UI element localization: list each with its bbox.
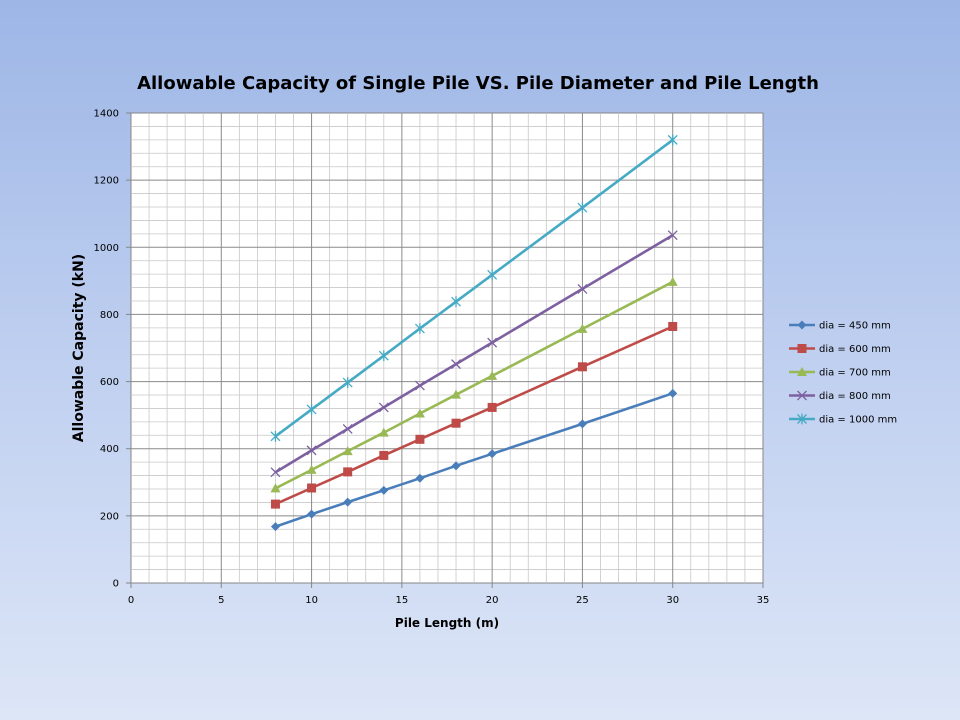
data-point-marker [379,450,389,460]
data-point-marker [414,380,425,391]
data-point-marker [414,408,425,418]
data-point-marker [797,320,807,330]
data-point-marker [451,461,461,471]
data-point-marker [451,418,461,428]
y-tick-label: 600 [100,377,119,388]
legend-item: dia = 800 mm [789,390,891,402]
data-point-marker [378,402,389,413]
legend-label: dia = 1000 mm [819,415,897,426]
y-tick-label: 0 [113,579,119,590]
x-tick-label: 35 [757,595,770,606]
data-point-marker [487,370,498,380]
y-tick-label: 800 [100,310,119,321]
data-point-marker [414,323,425,334]
legend-item: dia = 700 mm [789,367,891,379]
data-point-marker [342,446,353,456]
data-point-marker [306,445,317,456]
x-axis-title: Pile Length (m) [395,616,499,630]
data-point-marker [797,390,807,401]
x-tick-label: 5 [218,595,224,606]
major-grid [131,113,763,583]
x-tick-label: 15 [395,595,408,606]
x-tick-label: 10 [305,595,318,606]
series-2 [270,322,678,509]
data-point-marker [343,497,353,507]
legend-item: dia = 1000 mm [789,413,897,426]
x-tick-label: 25 [576,595,589,606]
y-axis-ticks: 0 200 400 600 800 1000 1200 1400 [94,109,131,590]
data-point-marker [577,202,588,214]
data-point-marker [306,404,317,415]
data-point-marker [379,485,389,495]
data-point-marker [797,413,807,425]
legend-item: dia = 600 mm [789,344,891,355]
series-4 [270,230,678,478]
data-point-marker [667,230,678,241]
y-tick-label: 200 [100,511,119,522]
data-point-marker [797,344,807,353]
data-point-marker [487,269,498,281]
data-point-marker [342,377,353,388]
data-point-marker [451,296,461,308]
data-point-marker [668,388,678,398]
data-point-marker [577,323,588,333]
data-point-marker [797,367,807,376]
data-point-marker [270,430,281,442]
data-point-marker [378,350,389,362]
data-point-marker [451,359,461,370]
x-axis-ticks: 0 5 10 15 20 25 30 35 [128,583,770,606]
data-point-marker [487,337,498,348]
data-point-marker [487,402,497,412]
chart-title: Allowable Capacity of Single Pile VS. Pi… [137,73,819,94]
data-point-marker [415,473,425,483]
y-tick-label: 1200 [94,176,119,187]
data-point-marker [378,427,389,437]
minor-grid [131,113,763,583]
data-point-marker [667,134,678,146]
legend-label: dia = 600 mm [819,344,891,355]
data-point-marker [667,276,678,286]
legend-label: dia = 800 mm [819,391,891,402]
data-point-marker [342,423,353,434]
data-point-marker [577,419,587,429]
plot-area [130,112,764,584]
data-point-marker [451,389,462,399]
legend: dia = 450 mm dia = 600 mm dia = 700 mm dia … [789,320,897,426]
data-point-marker [668,322,678,332]
data-point-marker [415,434,425,444]
x-tick-label: 20 [486,595,499,606]
data-point-marker [577,362,587,372]
data-point-marker [577,283,588,294]
data-point-marker [270,483,281,493]
data-point-marker [487,449,497,459]
data-point-marker [306,464,317,474]
legend-item: dia = 450 mm [789,320,891,332]
data-point-marker [343,467,353,477]
y-axis-title: Allowable Capacity (kN) [71,254,87,442]
data-point-marker [270,522,280,532]
data-point-marker [307,509,317,519]
y-tick-label: 1400 [94,109,119,120]
legend-label: dia = 450 mm [819,321,891,332]
legend-label: dia = 700 mm [819,368,891,379]
x-tick-label: 30 [666,595,679,606]
series-5 [270,134,678,442]
series-group [270,134,678,532]
series-1 [270,388,678,532]
series-3 [270,276,678,493]
y-tick-label: 1000 [94,243,119,254]
x-tick-label: 0 [128,595,134,606]
data-point-marker [270,499,280,509]
data-point-marker [270,467,281,478]
data-point-marker [307,483,317,493]
y-tick-label: 400 [100,444,119,455]
